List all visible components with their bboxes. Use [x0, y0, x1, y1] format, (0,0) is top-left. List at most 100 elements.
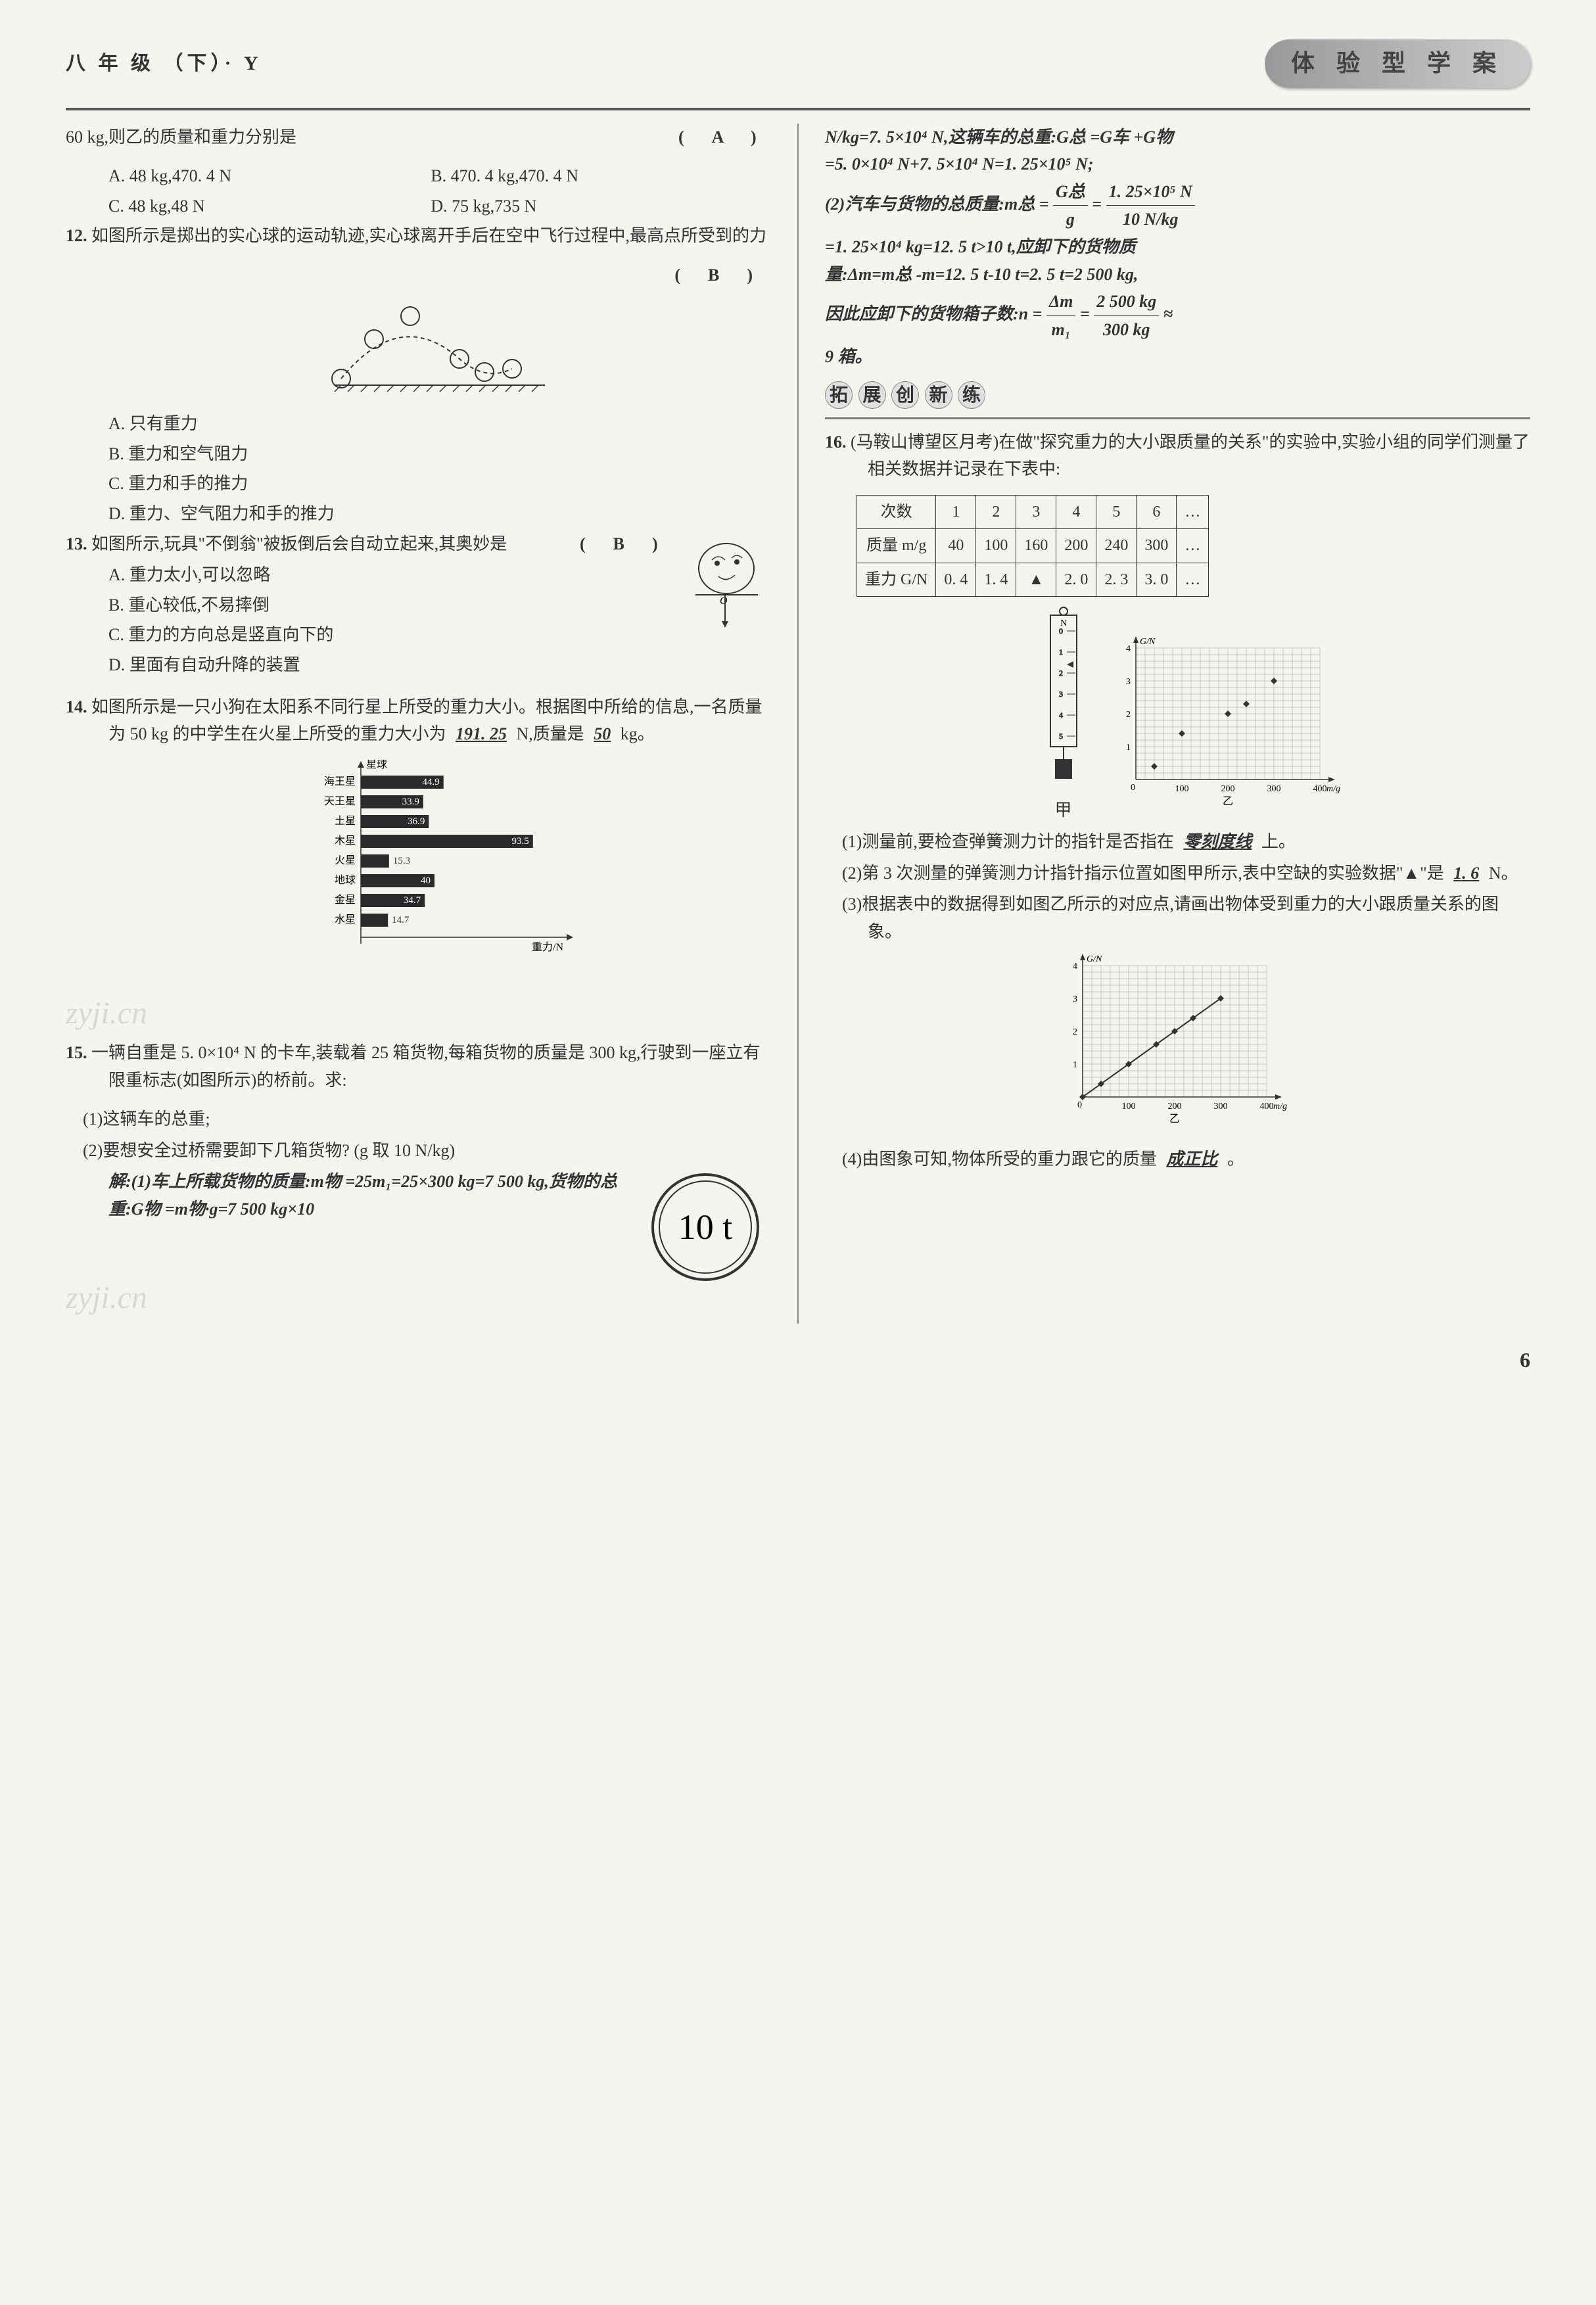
right-column: N/kg=7. 5×10⁴ N,这辆车的总重:G总 =G车 +G物 =5. 0×… [825, 124, 1530, 1324]
q15r-frac2num: 1. 25×10⁵ N [1106, 178, 1195, 206]
svg-text:2: 2 [1059, 668, 1063, 678]
pill-4: 练 [958, 381, 985, 409]
q13-optC: C. 重力的方向总是竖直向下的 [108, 621, 771, 649]
q13-optB: B. 重心较低,不易摔倒 [108, 592, 771, 619]
svg-text:4: 4 [1059, 710, 1063, 720]
svg-text:3: 3 [1073, 994, 1077, 1004]
svg-text:海王星: 海王星 [324, 776, 356, 787]
spring-caption: 甲 [1034, 797, 1093, 824]
q15r-line4: =1. 25×10⁴ kg=12. 5 t>10 t,应卸下的货物质 [825, 233, 1530, 261]
svg-text:G/N: G/N [1087, 954, 1102, 964]
q16-sub2-blank: 1. 6 [1448, 864, 1484, 883]
q15r-l6a: 因此应卸下的货物箱子数:n = [825, 304, 1042, 323]
q11-answer: A [712, 128, 728, 147]
q13-num: 13. [66, 534, 87, 553]
q16-sub1: (1)测量前,要检查弹簧测力计的指针是否指在 零刻度线 上。 [825, 828, 1530, 856]
svg-text:34.7: 34.7 [404, 895, 421, 906]
q13-options: A. 重力太小,可以忽略 B. 重心较低,不易摔倒 C. 重力的方向总是竖直向下… [108, 561, 771, 678]
q12-diagram [66, 300, 771, 400]
content-columns: 60 kg,则乙的质量和重力分别是 ( A ) A. 48 kg,470. 4 … [66, 124, 1530, 1324]
q12-answer: B [708, 266, 724, 285]
svg-text:星球: 星球 [366, 760, 387, 770]
q11-options: A. 48 kg,470. 4 N B. 470. 4 kg,470. 4 N … [66, 162, 771, 220]
q15r-eq1: = [1092, 195, 1102, 214]
q15r-frac4den: 300 kg [1094, 316, 1159, 344]
svg-text:金星: 金星 [335, 894, 356, 906]
q16-sub4b: 。 [1227, 1150, 1244, 1169]
q11-optA: A. 48 kg,470. 4 N [108, 162, 427, 190]
linechart-icon: 1002003004001234m/gG/N0乙 [1053, 949, 1303, 1133]
q12-num: 12. [66, 226, 87, 245]
left-column: 60 kg,则乙的质量和重力分别是 ( A ) A. 48 kg,470. 4 … [66, 124, 771, 1324]
q15r-frac4num: 2 500 kg [1094, 288, 1159, 316]
pill-2: 创 [891, 381, 919, 409]
svg-text:火星: 火星 [335, 855, 356, 866]
q16: 16. (马鞍山博望区月考)在做"探究重力的大小跟质量的关系"的实验中,实验小组… [825, 429, 1530, 483]
header-grade: 八 年 级 （下）· Y [66, 48, 262, 80]
q12-optB: B. 重力和空气阻力 [108, 440, 771, 468]
svg-text:水星: 水星 [335, 914, 356, 925]
q15r-line6: 因此应卸下的货物箱子数:n = Δm m₁ = 2 500 kg 300 kg … [825, 288, 1530, 343]
q14-blank2: 50 [588, 724, 616, 743]
q16-data-table: 次数123456…质量 m/g40100160200240300…重力 G/N0… [857, 495, 1209, 597]
svg-text:土星: 土星 [335, 815, 356, 827]
q15r-frac3num: Δm [1046, 288, 1076, 316]
q13-answer-paren: ( B ) [622, 530, 672, 558]
pill-1: 展 [858, 381, 886, 409]
svg-text:1: 1 [1073, 1060, 1077, 1070]
q15-solution-block: 10 t 解:(1)车上所载货物的质量:m物 =25m₁=25×300 kg=7… [66, 1168, 771, 1286]
svg-text:重力/N: 重力/N [532, 941, 563, 953]
svg-text:33.9: 33.9 [402, 797, 419, 807]
svg-text:36.9: 36.9 [408, 816, 425, 827]
svg-text:乙: 乙 [1169, 1113, 1179, 1125]
svg-text:44.9: 44.9 [422, 777, 439, 787]
q14-chart: 星球重力/N海王星44.9天王星33.9土星36.9木星93.5火星15.3地球… [66, 760, 771, 979]
svg-text:400: 400 [1313, 784, 1326, 794]
barchart-icon: 星球重力/N海王星44.9天王星33.9土星36.9木星93.5火星15.3地球… [295, 760, 584, 970]
q12-answer-line: ( B ) [66, 262, 771, 289]
tumbler-icon: O [679, 530, 771, 629]
watermark-1: zyji.cn [66, 989, 771, 1039]
svg-text:m/g: m/g [1273, 1102, 1287, 1111]
svg-text:93.5: 93.5 [512, 836, 529, 847]
pill-0: 拓 [825, 381, 853, 409]
q11-optD: D. 75 kg,735 N [431, 193, 749, 220]
q12-optC: C. 重力和手的推力 [108, 470, 771, 498]
svg-text:木星: 木星 [335, 835, 356, 847]
q11-optB: B. 470. 4 kg,470. 4 N [431, 162, 749, 190]
trajectory-icon [321, 300, 558, 392]
svg-text:4: 4 [1126, 644, 1131, 654]
q13: O 13. 如图所示,玩具"不倒翁"被扳倒后会自动立起来,其奥妙是 ( B ) … [66, 530, 771, 682]
svg-text:0: 0 [1059, 626, 1063, 636]
q13-optD: D. 里面有自动升降的装置 [108, 651, 771, 679]
q12-optD: D. 重力、空气阻力和手的推力 [108, 500, 771, 528]
svg-text:天王星: 天王星 [324, 796, 356, 807]
svg-text:14.7: 14.7 [392, 915, 410, 925]
q15r-line7: 9 箱。 [825, 343, 1530, 371]
svg-text:100: 100 [1121, 1102, 1135, 1111]
q15r-l3a: (2)汽车与货物的总质量:m总 = [825, 195, 1049, 214]
q11-optC: C. 48 kg,48 N [108, 193, 427, 220]
svg-text:400: 400 [1259, 1102, 1273, 1111]
sign-icon: 10 t [646, 1168, 764, 1286]
header-title: 体 验 型 学 案 [1265, 39, 1530, 88]
q16-num: 16. [825, 432, 847, 452]
svg-text:2: 2 [1126, 710, 1131, 720]
svg-text:2: 2 [1073, 1027, 1077, 1037]
q15r-line1: N/kg=7. 5×10⁴ N,这辆车的总重:G总 =G车 +G物 [825, 124, 1530, 151]
q16-sub3: (3)根据表中的数据得到如图乙所示的对应点,请画出物体受到重力的大小跟质量关系的… [825, 891, 1530, 945]
q11-stem: 60 kg,则乙的质量和重力分别是 [66, 128, 296, 147]
q16-sub1-blank: 零刻度线 [1178, 832, 1257, 851]
svg-text:300: 300 [1213, 1102, 1227, 1111]
svg-text:200: 200 [1167, 1102, 1181, 1111]
svg-text:O: O [720, 595, 728, 607]
q14-stem-p1: 如图所示是一只小狗在太阳系不同行星上所受的重力大小。根据图中所给的信息,一名质量… [91, 697, 763, 744]
q15r-line2: =5. 0×10⁴ N+7. 5×10⁴ N=1. 25×10⁵ N; [825, 151, 1530, 178]
q12: 12. 如图所示是掷出的实心球的运动轨迹,实心球离开手后在空中飞行过程中,最高点… [66, 222, 771, 250]
q15-sub1: (1)这辆车的总重; [66, 1106, 771, 1133]
q15r-line5: 量:Δm=m总 -m=12. 5 t-10 t=2. 5 t=2 500 kg, [825, 261, 1530, 289]
pill-3: 新 [925, 381, 952, 409]
svg-text:3: 3 [1126, 677, 1131, 687]
page-number: 6 [66, 1343, 1530, 1377]
q16-sub2b: N。 [1489, 864, 1518, 883]
